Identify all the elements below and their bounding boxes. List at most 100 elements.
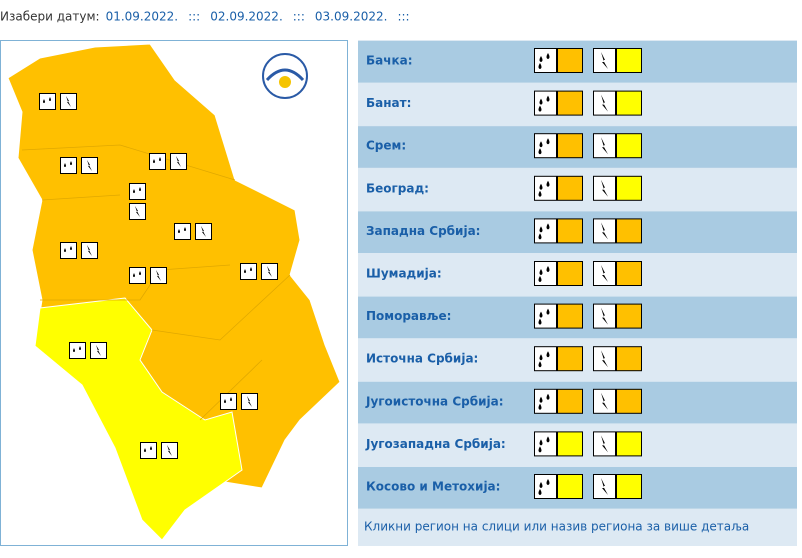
lightning (247, 396, 252, 407)
rain-drops (244, 267, 252, 273)
region-row[interactable]: Бачка: (358, 41, 797, 83)
rain-level (557, 303, 583, 329)
storm-icon (593, 218, 616, 244)
storm-map-icon (60, 93, 77, 110)
rain-drops (538, 393, 550, 410)
region-row[interactable]: Југоисточна Србија: (358, 381, 797, 424)
map-region-yellow[interactable] (34, 297, 243, 541)
rain-drops (538, 308, 550, 325)
region-name[interactable]: Источна Србија: (366, 352, 478, 366)
storm-map-icon (150, 267, 167, 284)
region-row[interactable]: Поморавље: (358, 296, 797, 339)
region-row[interactable]: Западна Србија: (358, 211, 797, 253)
rain-level (557, 218, 583, 244)
rain-drops (538, 53, 550, 69)
rain-drops (43, 97, 51, 103)
rain-drops (538, 138, 550, 155)
region-row[interactable]: Срем: (358, 126, 797, 168)
storm-icon (593, 474, 616, 499)
region-name[interactable]: Шумадија: (366, 267, 442, 281)
rain-map-icon (149, 153, 166, 170)
rain-drops (224, 397, 232, 403)
lightning (87, 160, 92, 171)
storm-map-icon (81, 242, 98, 259)
rain-icon (534, 474, 557, 499)
rain-icon (534, 175, 557, 201)
lightning (601, 435, 608, 453)
lightning (601, 222, 608, 240)
storm-level (616, 175, 642, 201)
storm-level (616, 133, 642, 159)
storm-map-icon (195, 223, 212, 240)
storm-icon (593, 90, 616, 116)
storm-icon (593, 346, 616, 372)
region-row[interactable]: Југозападна Србија: (358, 424, 797, 466)
region-name[interactable]: Банат: (366, 96, 411, 110)
region-row[interactable]: Косово и Метохија: (358, 467, 797, 509)
region-name[interactable]: Поморавље: (366, 309, 451, 323)
region-name[interactable]: Бачка: (366, 54, 413, 68)
rain-drops (538, 479, 550, 495)
rain-icon (534, 261, 557, 286)
date-link[interactable]: 02.09.2022. (210, 10, 283, 24)
rain-drops (64, 246, 72, 252)
rain-map-icon (60, 157, 77, 174)
lightning (156, 270, 161, 281)
storm-level (616, 303, 642, 329)
lightning (601, 179, 608, 197)
rain-level (557, 133, 583, 159)
rain-drops (73, 346, 81, 352)
storm-map-icon (161, 442, 178, 459)
lightning (87, 245, 92, 256)
rain-level (557, 175, 583, 201)
rain-drops (538, 351, 550, 368)
rain-map-icon (174, 223, 191, 240)
lightning (176, 156, 181, 167)
region-row[interactable]: Банат: (358, 83, 797, 126)
storm-map-icon (261, 263, 278, 280)
lightning (167, 445, 172, 456)
rain-drops (538, 266, 550, 282)
rain-map-icon (60, 242, 77, 259)
lightning (267, 266, 272, 277)
rain-icon (534, 90, 557, 116)
region-row[interactable]: Источна Србија: (358, 339, 797, 381)
rain-level (557, 388, 583, 414)
region-name[interactable]: Југозападна Србија: (365, 437, 506, 451)
date-label: Изабери датум: (0, 10, 100, 24)
rain-level (557, 261, 583, 286)
region-name[interactable]: Срем: (366, 139, 406, 153)
rain-drops (133, 187, 141, 193)
storm-icon (593, 431, 616, 457)
storm-icon (593, 175, 616, 201)
rain-icon (534, 388, 557, 414)
rain-drops (144, 446, 152, 452)
region-row[interactable]: Београд: (358, 168, 797, 211)
storm-level (616, 474, 642, 499)
rain-icon (534, 133, 557, 159)
region-name[interactable]: Западна Србија: (366, 224, 480, 238)
lightning (201, 226, 206, 237)
logo (262, 53, 308, 99)
date-separator: ::: (293, 10, 305, 24)
date-link[interactable]: 03.09.2022. (315, 10, 388, 24)
rain-icon (534, 346, 557, 372)
region-row[interactable]: Шумадија: (358, 254, 797, 296)
rain-map-icon (69, 342, 86, 359)
region-name[interactable]: Београд: (366, 181, 429, 195)
lightning (135, 206, 140, 217)
rain-icon (534, 218, 557, 244)
storm-map-icon (90, 342, 107, 359)
lightning (601, 52, 608, 69)
lightning (601, 350, 608, 368)
rain-level (557, 474, 583, 499)
date-link[interactable]: 01.09.2022. (106, 10, 179, 24)
region-name[interactable]: Косово и Метохија: (366, 480, 500, 494)
storm-level (616, 261, 642, 286)
storm-icon (593, 261, 616, 286)
rain-icon (534, 303, 557, 329)
rain-drops (178, 227, 186, 233)
lightning (601, 478, 608, 495)
region-name[interactable]: Југоисточна Србија: (365, 394, 504, 408)
